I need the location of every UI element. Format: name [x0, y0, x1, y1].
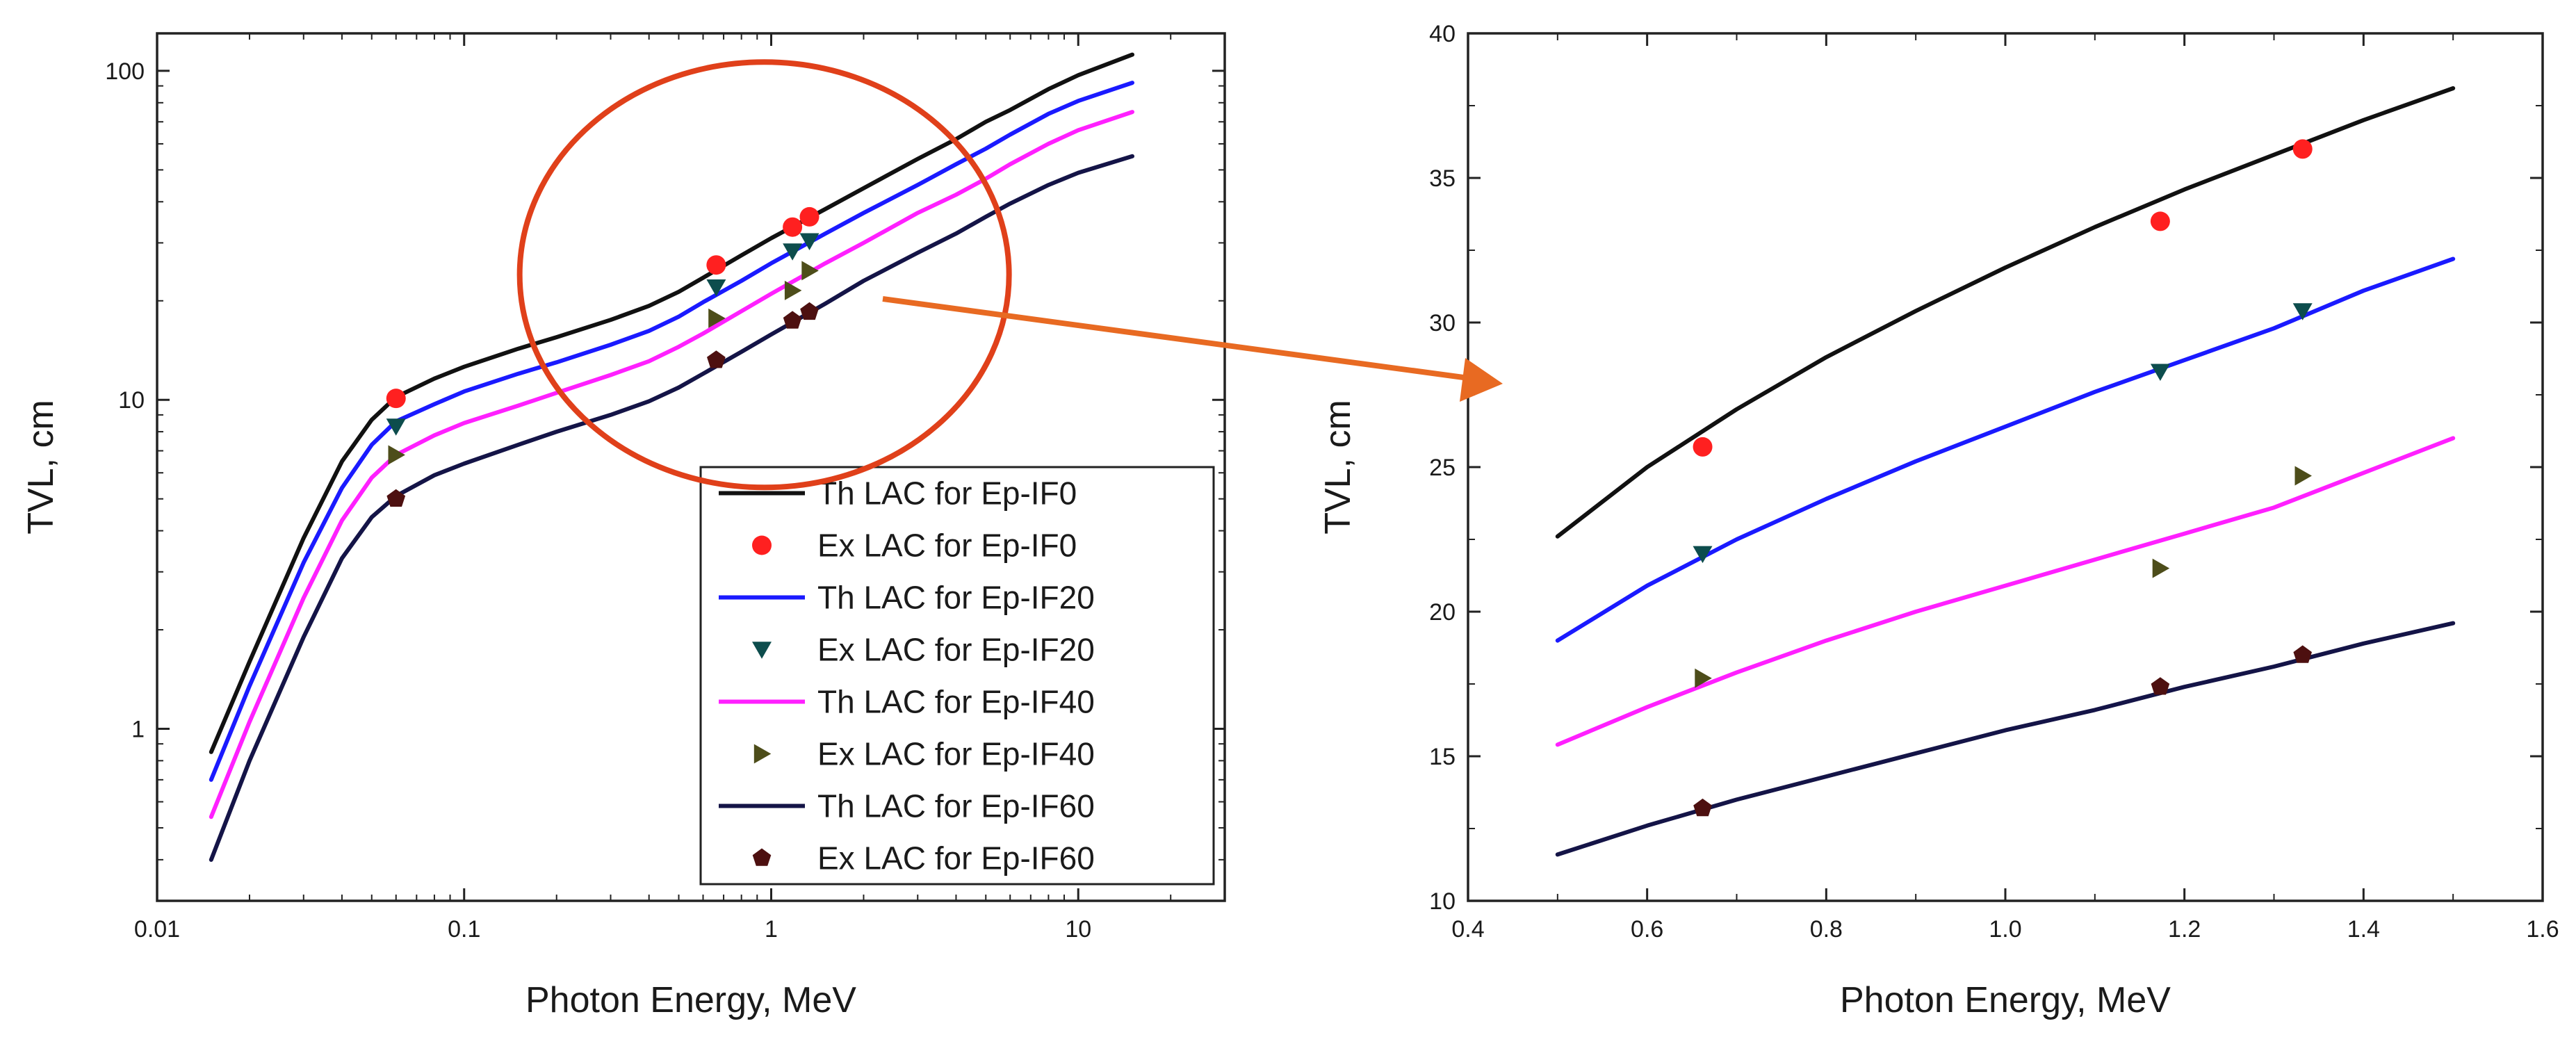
data-point-ex-lac-for-ep-if0	[799, 206, 820, 227]
data-point-ex-lac-for-ep-if60	[2293, 645, 2312, 663]
x-tick-label: 0.1	[448, 916, 480, 943]
data-point-ex-lac-for-ep-if60	[800, 302, 819, 320]
data-point-ex-lac-for-ep-if20	[783, 243, 803, 261]
data-point-ex-lac-for-ep-if60	[386, 489, 406, 507]
y-tick-label: 25	[1429, 455, 1456, 481]
x-tick-label: 1.0	[1989, 916, 2021, 943]
y-axis-title: TVL, cm	[1318, 400, 1358, 535]
data-point-ex-lac-for-ep-if20	[706, 279, 726, 297]
legend-swatch-ex-lac-for-ep-if60	[752, 848, 772, 866]
series-line-th-lac-for-ep-if60	[209, 154, 1134, 862]
legend-label-th-lac-for-ep-if0: Th LAC for Ep-IF0	[817, 475, 1077, 512]
y-tick-label: 40	[1429, 21, 1456, 47]
left-chart: 0.01 0.1 1 10 1 10 100 Photon Energy, MeV TVL, c…	[21, 32, 1226, 1020]
x-tick-label: 1.4	[2347, 916, 2380, 943]
data-point-ex-lac-for-ep-if20	[386, 418, 406, 436]
x-tick-label: 0.4	[1451, 916, 1484, 943]
data-point-ex-lac-for-ep-if40	[388, 445, 405, 465]
series-line-th-lac-for-ep-if40	[1555, 436, 2456, 747]
x-tick-label: 1.6	[2526, 916, 2559, 943]
x-tick-label: 0.01	[134, 916, 180, 943]
y-tick-label: 30	[1429, 310, 1456, 336]
data-point-ex-lac-for-ep-if20	[1693, 546, 1713, 564]
x-tick-label: 0.6	[1631, 916, 1663, 943]
y-tick-label: 10	[1429, 888, 1456, 915]
legend-label-ex-lac-for-ep-if40: Ex LAC for Ep-IF40	[817, 736, 1095, 772]
data-point-ex-lac-for-ep-if60	[707, 350, 726, 368]
y-axis-title: TVL, cm	[21, 400, 61, 535]
data-point-ex-lac-for-ep-if0	[2292, 139, 2313, 159]
y-tick-label: 100	[105, 58, 145, 85]
data-point-ex-lac-for-ep-if0	[706, 255, 726, 275]
data-point-ex-lac-for-ep-if20	[799, 233, 820, 250]
zoom-arrow-shaft	[882, 296, 1474, 382]
legend-box	[699, 466, 1215, 886]
y-tick-label: 35	[1429, 165, 1456, 192]
data-point-ex-lac-for-ep-if40	[1695, 668, 1712, 688]
data-point-ex-lac-for-ep-if60	[2151, 677, 2170, 695]
zoom-callout	[516, 59, 1503, 491]
legend-swatch-ex-lac-for-ep-if40	[753, 744, 772, 764]
x-tick-label: 0.8	[1810, 916, 1843, 943]
data-point-ex-lac-for-ep-if40	[2294, 466, 2312, 486]
y-tick-label: 20	[1429, 599, 1456, 626]
x-axis-title: Photon Energy, MeV	[1840, 980, 2171, 1020]
data-point-ex-lac-for-ep-if60	[783, 311, 802, 329]
legend-label-th-lac-for-ep-if40: Th LAC for Ep-IF40	[817, 684, 1095, 720]
data-point-ex-lac-for-ep-if0	[2150, 211, 2170, 231]
legend-label-ex-lac-for-ep-if60: Ex LAC for Ep-IF60	[817, 840, 1095, 876]
data-point-ex-lac-for-ep-if40	[801, 261, 819, 281]
y-tick-label: 1	[131, 717, 145, 743]
data-point-ex-lac-for-ep-if40	[708, 308, 726, 328]
data-point-ex-lac-for-ep-if20	[2292, 303, 2313, 320]
data-point-ex-lac-for-ep-if0	[1693, 437, 1713, 457]
legend-label-th-lac-for-ep-if60: Th LAC for Ep-IF60	[817, 788, 1095, 824]
data-point-ex-lac-for-ep-if60	[1693, 798, 1712, 817]
right-chart: 0.4 0.6 0.8 1.0 1.2 1.4 1.6 10 15 20 25 30 35 40 Photo…	[1318, 21, 2559, 1020]
x-tick-label: 1.2	[2168, 916, 2201, 943]
zoom-arrow-head	[1460, 358, 1503, 402]
legend: Th LAC for Ep-IF0 Ex LAC for Ep-IF0 Th LAC…	[699, 466, 1215, 886]
x-tick-label: 10	[1065, 916, 1091, 943]
series-line-th-lac-for-ep-if0	[209, 52, 1134, 754]
legend-swatch-ex-lac-for-ep-if20	[752, 642, 772, 659]
zoom-circle	[516, 59, 1012, 491]
data-point-ex-lac-for-ep-if0	[783, 217, 803, 237]
data-point-ex-lac-for-ep-if40	[784, 280, 802, 300]
legend-label-ex-lac-for-ep-if0: Ex LAC for Ep-IF0	[817, 528, 1077, 564]
plot-frame	[156, 32, 1226, 902]
legend-label-ex-lac-for-ep-if20: Ex LAC for Ep-IF20	[817, 632, 1095, 668]
data-point-ex-lac-for-ep-if20	[2150, 364, 2170, 381]
series-line-th-lac-for-ep-if20	[209, 81, 1134, 782]
data-point-ex-lac-for-ep-if40	[2152, 558, 2170, 578]
y-tick-label: 15	[1429, 744, 1456, 770]
y-tick-label: 10	[118, 387, 145, 414]
x-tick-label: 1	[765, 916, 778, 943]
data-point-ex-lac-for-ep-if0	[386, 389, 406, 409]
x-axis-title: Photon Energy, MeV	[525, 980, 856, 1020]
legend-label-th-lac-for-ep-if20: Th LAC for Ep-IF20	[817, 580, 1095, 616]
legend-swatch-ex-lac-for-ep-if0	[752, 535, 772, 555]
